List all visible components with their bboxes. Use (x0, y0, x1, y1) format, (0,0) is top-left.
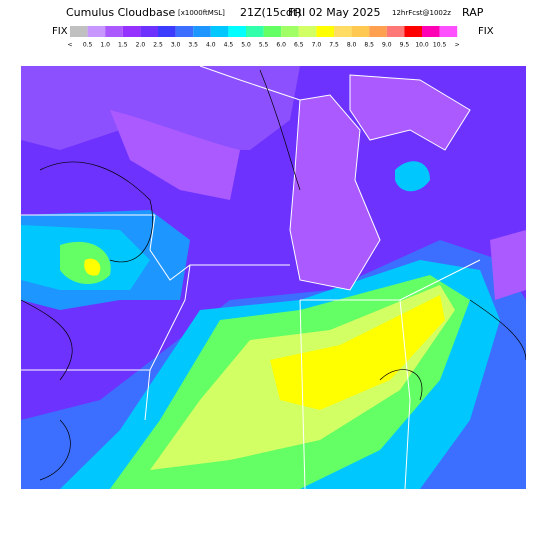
map (21, 66, 526, 489)
colorbar-label: > (455, 42, 460, 49)
fix-label: FIX (52, 26, 68, 37)
colorbar-swatch (158, 26, 176, 37)
field-region (490, 230, 526, 300)
colorbar-label: 3.5 (188, 42, 198, 49)
colorbar-label: 5.5 (259, 42, 269, 49)
colorbar: FIX FIX < 0.5 1.0 1.5 2.0 2.5 3.0 3.5 4.0 4.5 5.0 5.5… (52, 26, 494, 49)
colorbar-label: 10.5 (433, 42, 447, 49)
colorbar-swatch (193, 26, 211, 37)
colorbar-label: 7.0 (312, 42, 322, 49)
colorbar-swatch (70, 26, 88, 37)
lake (350, 75, 470, 150)
field-region (21, 66, 300, 150)
colorbar-label: 9.0 (382, 42, 392, 49)
field-region (270, 295, 445, 410)
colorbar-label: 2.5 (153, 42, 163, 49)
header: Cumulus Cloudbase [x1000ftMSL] 21Z(15cdt)F… (66, 6, 484, 19)
title-part: RAP (462, 6, 484, 19)
colorbar-swatch (351, 26, 370, 37)
colorbar-swatch (246, 26, 264, 37)
colorbar-label: 8.0 (347, 42, 357, 49)
colorbar-swatch (140, 26, 158, 37)
title-part: Cumulus Cloudbase (66, 6, 175, 19)
colorbar-swatch (386, 26, 405, 37)
colorbar-label: 1.5 (118, 42, 128, 49)
colorbar-swatch (369, 26, 387, 37)
colorbar-label: 1.0 (100, 42, 110, 49)
colorbar-swatch (175, 26, 194, 37)
field-region (110, 110, 240, 200)
lake (290, 95, 380, 290)
colorbar-label: 5.0 (241, 42, 251, 49)
title-part: [x1000ftMSL] (178, 9, 225, 17)
colorbar-swatch (439, 26, 458, 37)
colorbar-swatch (105, 26, 123, 37)
colorbar-swatch (334, 26, 352, 37)
colorbar-label: 8.5 (364, 42, 374, 49)
title-part: FRI 02 May 2025 (288, 6, 380, 19)
field-region (84, 258, 101, 276)
colorbar-swatch (210, 26, 229, 37)
contours (21, 69, 526, 481)
colorbar-swatch (281, 26, 299, 37)
colorbar-swatch (298, 26, 317, 37)
colorbar-swatch (263, 26, 282, 37)
colorbar-swatch (316, 26, 334, 37)
colorbar-swatch (87, 26, 106, 37)
boundaries (21, 66, 481, 489)
colorbar-label: 4.0 (206, 42, 216, 49)
colorbar-swatch (228, 26, 246, 37)
colorbar-label: 6.5 (294, 42, 304, 49)
colorbar-label: 2.0 (136, 42, 146, 49)
colorbar-label: 9.5 (400, 42, 410, 49)
fix-label: FIX (478, 26, 494, 37)
title-part: 12hrFcst@1002z (392, 9, 451, 17)
colorbar-label: 6.0 (276, 42, 286, 49)
colorbar-swatch (404, 26, 422, 37)
field-region (395, 161, 430, 192)
colorbar-label: < (67, 42, 72, 49)
colorbar-swatch (122, 26, 141, 37)
colorbar-label: 10.0 (415, 42, 429, 49)
colorbar-label: 7.5 (329, 42, 339, 49)
colorbar-swatch (422, 26, 440, 37)
colorbar-label: 3.0 (171, 42, 181, 49)
colorbar-label: 0.5 (83, 42, 93, 49)
title-part: 21Z(15cdt) (240, 6, 301, 19)
colorbar-label: 4.5 (224, 42, 234, 49)
